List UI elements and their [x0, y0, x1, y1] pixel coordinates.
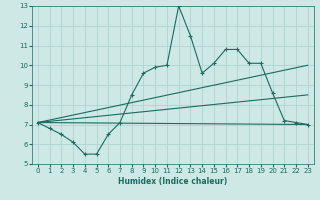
X-axis label: Humidex (Indice chaleur): Humidex (Indice chaleur) — [118, 177, 228, 186]
